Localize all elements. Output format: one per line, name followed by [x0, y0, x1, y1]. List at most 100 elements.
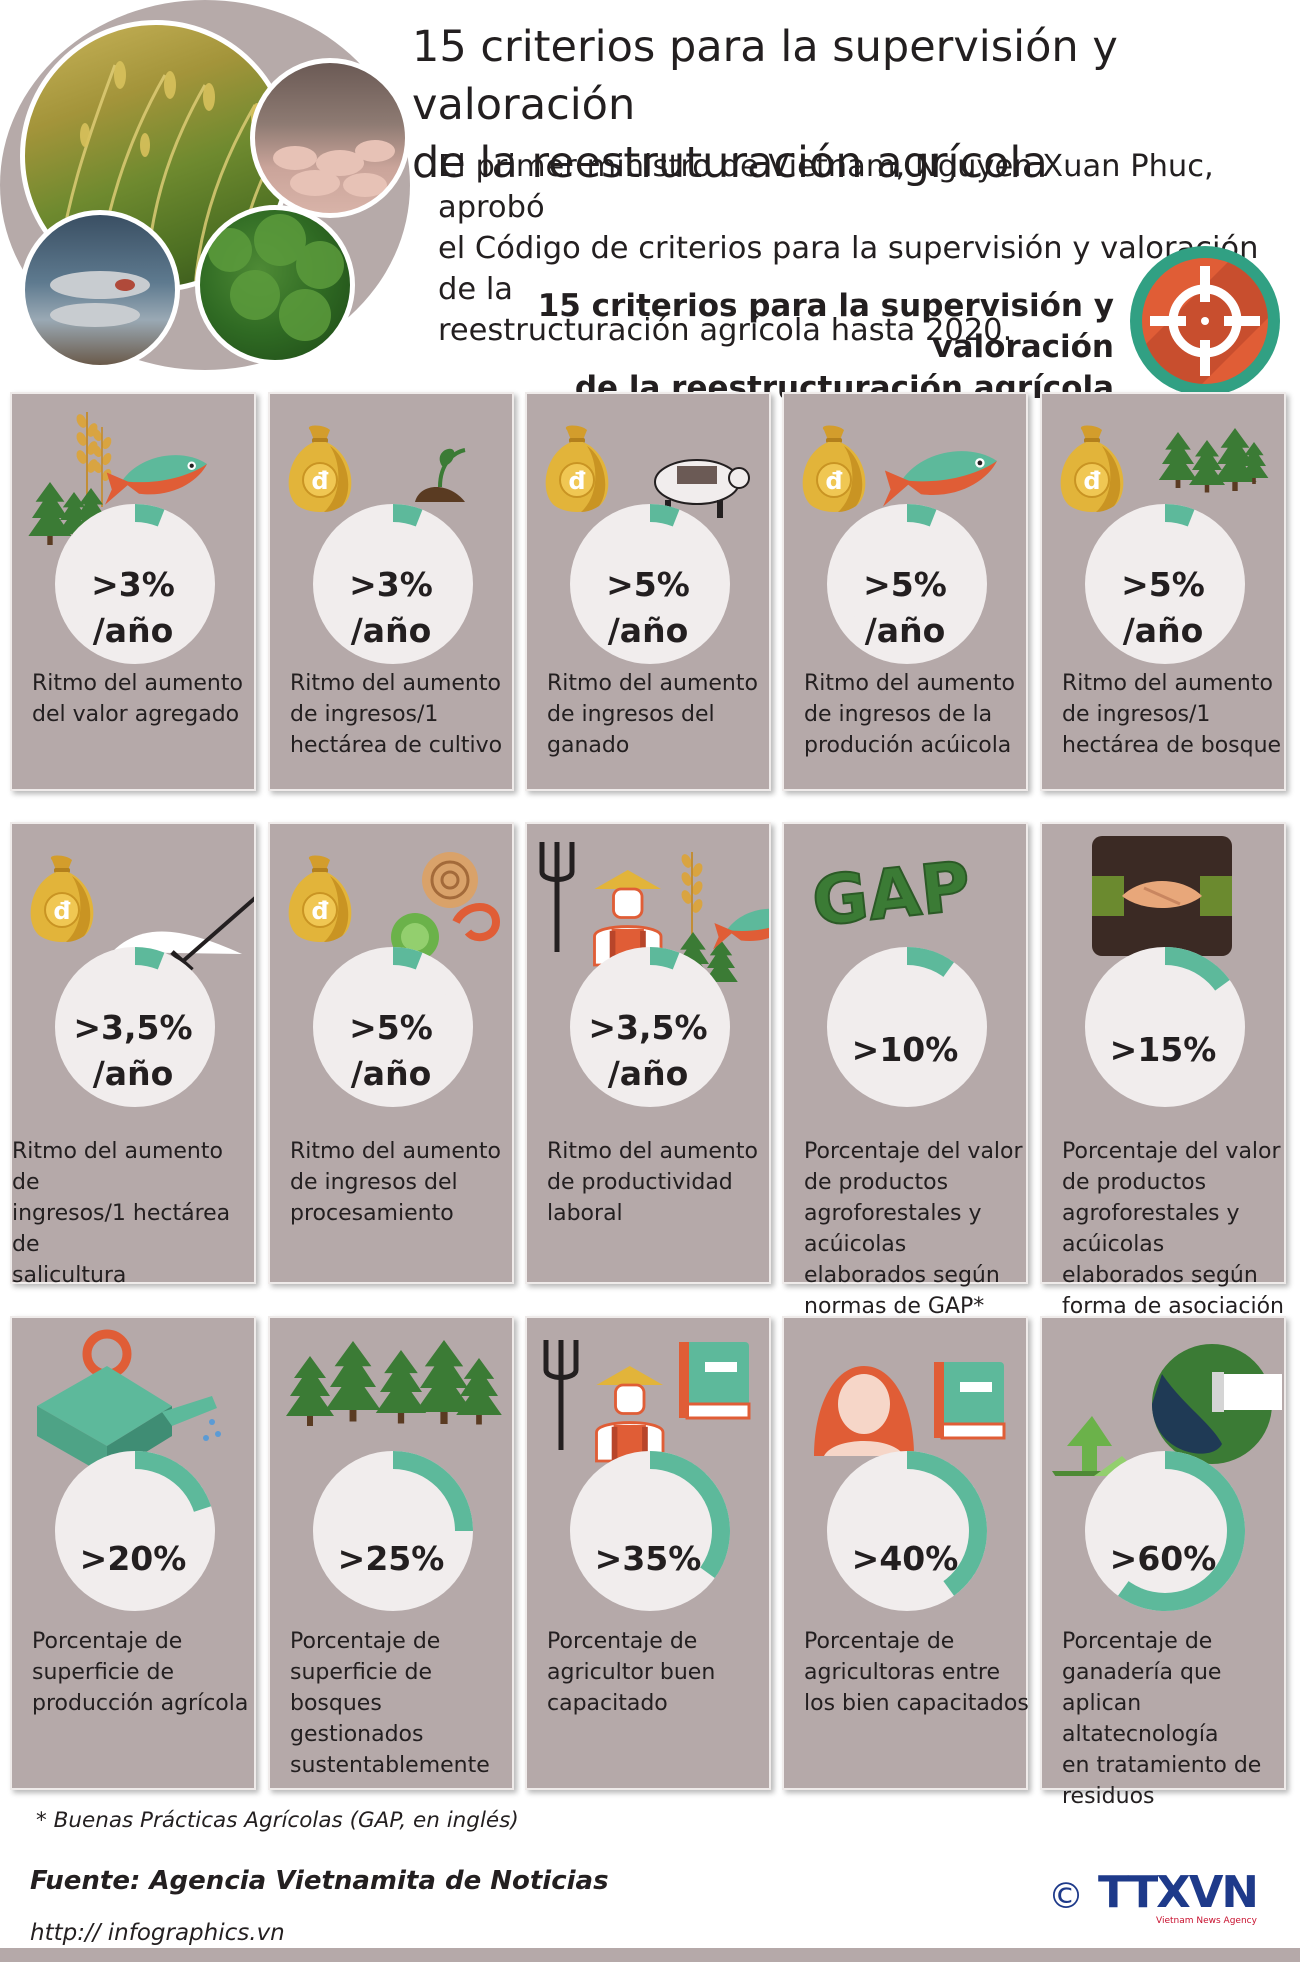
- money-bag-icon: đ: [288, 425, 352, 512]
- woman-icon-illustration: [814, 1362, 1006, 1456]
- wheel-center: [588, 965, 712, 1089]
- value-line2: /año: [1122, 611, 1204, 650]
- value-line1: >40%: [851, 1539, 959, 1578]
- handshake-icon: [1092, 836, 1232, 956]
- description-line: Porcentaje de: [290, 1629, 441, 1654]
- pine-tree-icon: [1158, 432, 1198, 488]
- pig-farm-photo: [250, 58, 410, 218]
- description-line: superficie de: [32, 1660, 175, 1685]
- description-line: acúicolas: [1062, 1232, 1165, 1257]
- logo-text: TTXVN: [1098, 1867, 1259, 1918]
- crosshair-icon: [1142, 258, 1268, 384]
- title-line-2: de la reestruturación agrícola: [412, 138, 1048, 188]
- description-line: ingresos/1 hectárea de: [12, 1201, 231, 1257]
- description-line: acúicolas: [804, 1232, 907, 1257]
- progress-wheel: [55, 1451, 215, 1611]
- wheel-center: [73, 522, 197, 646]
- criterion-description: Porcentaje de superficie de producción agr…: [32, 1626, 262, 1719]
- progress-wheel: [313, 1451, 473, 1611]
- value-line1: >20%: [79, 1539, 187, 1578]
- criterion-description: Porcentaje del valor de productos agrofore…: [804, 1136, 1034, 1322]
- value-line2: /año: [350, 1054, 432, 1093]
- forest-photo: [195, 205, 355, 365]
- description-line: procesamiento: [290, 1201, 454, 1226]
- description-line: Ritmo del aumento: [290, 1139, 501, 1164]
- criterion-description: Ritmo del aumento de ingresos del ganado: [547, 668, 777, 761]
- criterion-value: >5% /año: [270, 1005, 512, 1097]
- description-line: hectárea de bosque: [1062, 733, 1282, 758]
- description-line: Porcentaje de: [804, 1629, 955, 1654]
- intro-line-1: El primer ministro de Vietnam, Nguyen Xu…: [438, 149, 1214, 225]
- gap-logo-icon: GAP: [808, 846, 976, 943]
- description-line: normas de GAP*: [804, 1294, 985, 1319]
- value-line2: /año: [92, 1054, 174, 1093]
- description-line: ganadería que: [1062, 1660, 1222, 1685]
- description-line: altatecnología: [1062, 1722, 1219, 1747]
- progress-wheel: [827, 947, 987, 1107]
- book-icon: [679, 1342, 751, 1420]
- pine-tree-icon: [415, 1340, 473, 1424]
- progress-wheel: [313, 504, 473, 664]
- description-line: de productos: [1062, 1170, 1207, 1195]
- value-line2: /año: [864, 611, 946, 650]
- pine-tree-icon: [286, 1356, 334, 1426]
- wheel-center: [845, 1469, 969, 1593]
- criterion-value: >3,5% /año: [527, 1005, 769, 1097]
- criterion-description: Porcentaje de ganadería que aplican altatec…: [1062, 1626, 1292, 1812]
- description-line: elaborados según: [804, 1263, 1000, 1288]
- ttxvn-logo: TTXVN Vietnam News Agency: [1098, 1870, 1268, 1930]
- description-line: elaborados según: [1062, 1263, 1258, 1288]
- description-line: Ritmo del aumento: [547, 1139, 758, 1164]
- footnote: * Buenas Prácticas Agrícolas (GAP, en in…: [36, 1808, 519, 1833]
- wheel-center: [588, 1469, 712, 1593]
- criterion-value: >3,5% /año: [12, 1005, 254, 1097]
- criterion-description: Porcentaje de agricultor buen capacitado: [547, 1626, 777, 1719]
- value-line2: /año: [92, 611, 174, 650]
- criterion-card: >35% Porcentaje de agricultor buen capacita…: [525, 1316, 771, 1790]
- fish-photo: [20, 210, 180, 370]
- value-line1: >35%: [594, 1539, 702, 1578]
- description-line: capacitado: [547, 1691, 668, 1716]
- description-line: Ritmo del aumento: [804, 671, 1015, 696]
- value-line1: >3%: [91, 565, 175, 604]
- target-inner: [1142, 258, 1268, 384]
- criterion-description: Ritmo del aumento de productividad laboral: [547, 1136, 777, 1229]
- wheel-center: [331, 965, 455, 1089]
- description-line: Ritmo del aumento: [547, 671, 758, 696]
- wheel-center: [1103, 522, 1227, 646]
- description-line: laboral: [547, 1201, 623, 1226]
- wheat-icon: [76, 412, 98, 502]
- pitchfork-icon: [543, 1340, 579, 1450]
- criterion-description: Ritmo del aumento de ingresos/1 hectárea d…: [1062, 668, 1292, 761]
- description-line: en tratamiento de: [1062, 1753, 1262, 1778]
- criterion-card: đ >5% /año Ritmo del aumento de ingresos/1 h…: [1040, 392, 1286, 791]
- criterion-description: Ritmo del aumento de ingresos/1 hectárea d…: [290, 668, 520, 761]
- pine-tree-icon: [28, 482, 72, 545]
- wheel-center: [73, 965, 197, 1089]
- criterion-card: >3% /año Ritmo del aumento del valor agrega…: [10, 392, 256, 791]
- criterion-card: đ >5% /año Ritmo del aumento de ingresos de…: [268, 822, 514, 1284]
- progress-wheel: [1085, 947, 1245, 1107]
- description-line: de ingresos del: [290, 1170, 458, 1195]
- target-badge: [1130, 246, 1280, 396]
- description-line: gestionados: [290, 1722, 424, 1747]
- wheat-icon: [681, 852, 703, 942]
- footer-bar: [0, 1948, 1300, 1962]
- sprout-icon: [415, 448, 466, 502]
- handshake-icon-illustration: [1092, 836, 1232, 956]
- svg-text:GAP: GAP: [809, 847, 975, 942]
- trees-icon-illustration: [286, 1340, 502, 1426]
- wheel-center: [845, 965, 969, 1089]
- money-bag-icon: đ: [802, 425, 866, 512]
- log-icon: [422, 852, 478, 908]
- money-bag-icon-illustration: đ: [545, 425, 750, 518]
- source-credit: Fuente: Agencia Vietnamita de Noticias: [30, 1866, 609, 1896]
- pine-tree-icon: [325, 1341, 381, 1422]
- description-line: agroforestales y: [804, 1201, 982, 1226]
- description-line: Porcentaje del valor: [804, 1139, 1023, 1164]
- logo-subtext: Vietnam News Agency: [1156, 1916, 1257, 1926]
- progress-wheel: [1085, 504, 1245, 664]
- progress-wheel: [55, 947, 215, 1107]
- intro-line-2: el Código de criterios para la supervisi…: [438, 231, 1259, 307]
- wheel-center: [588, 522, 712, 646]
